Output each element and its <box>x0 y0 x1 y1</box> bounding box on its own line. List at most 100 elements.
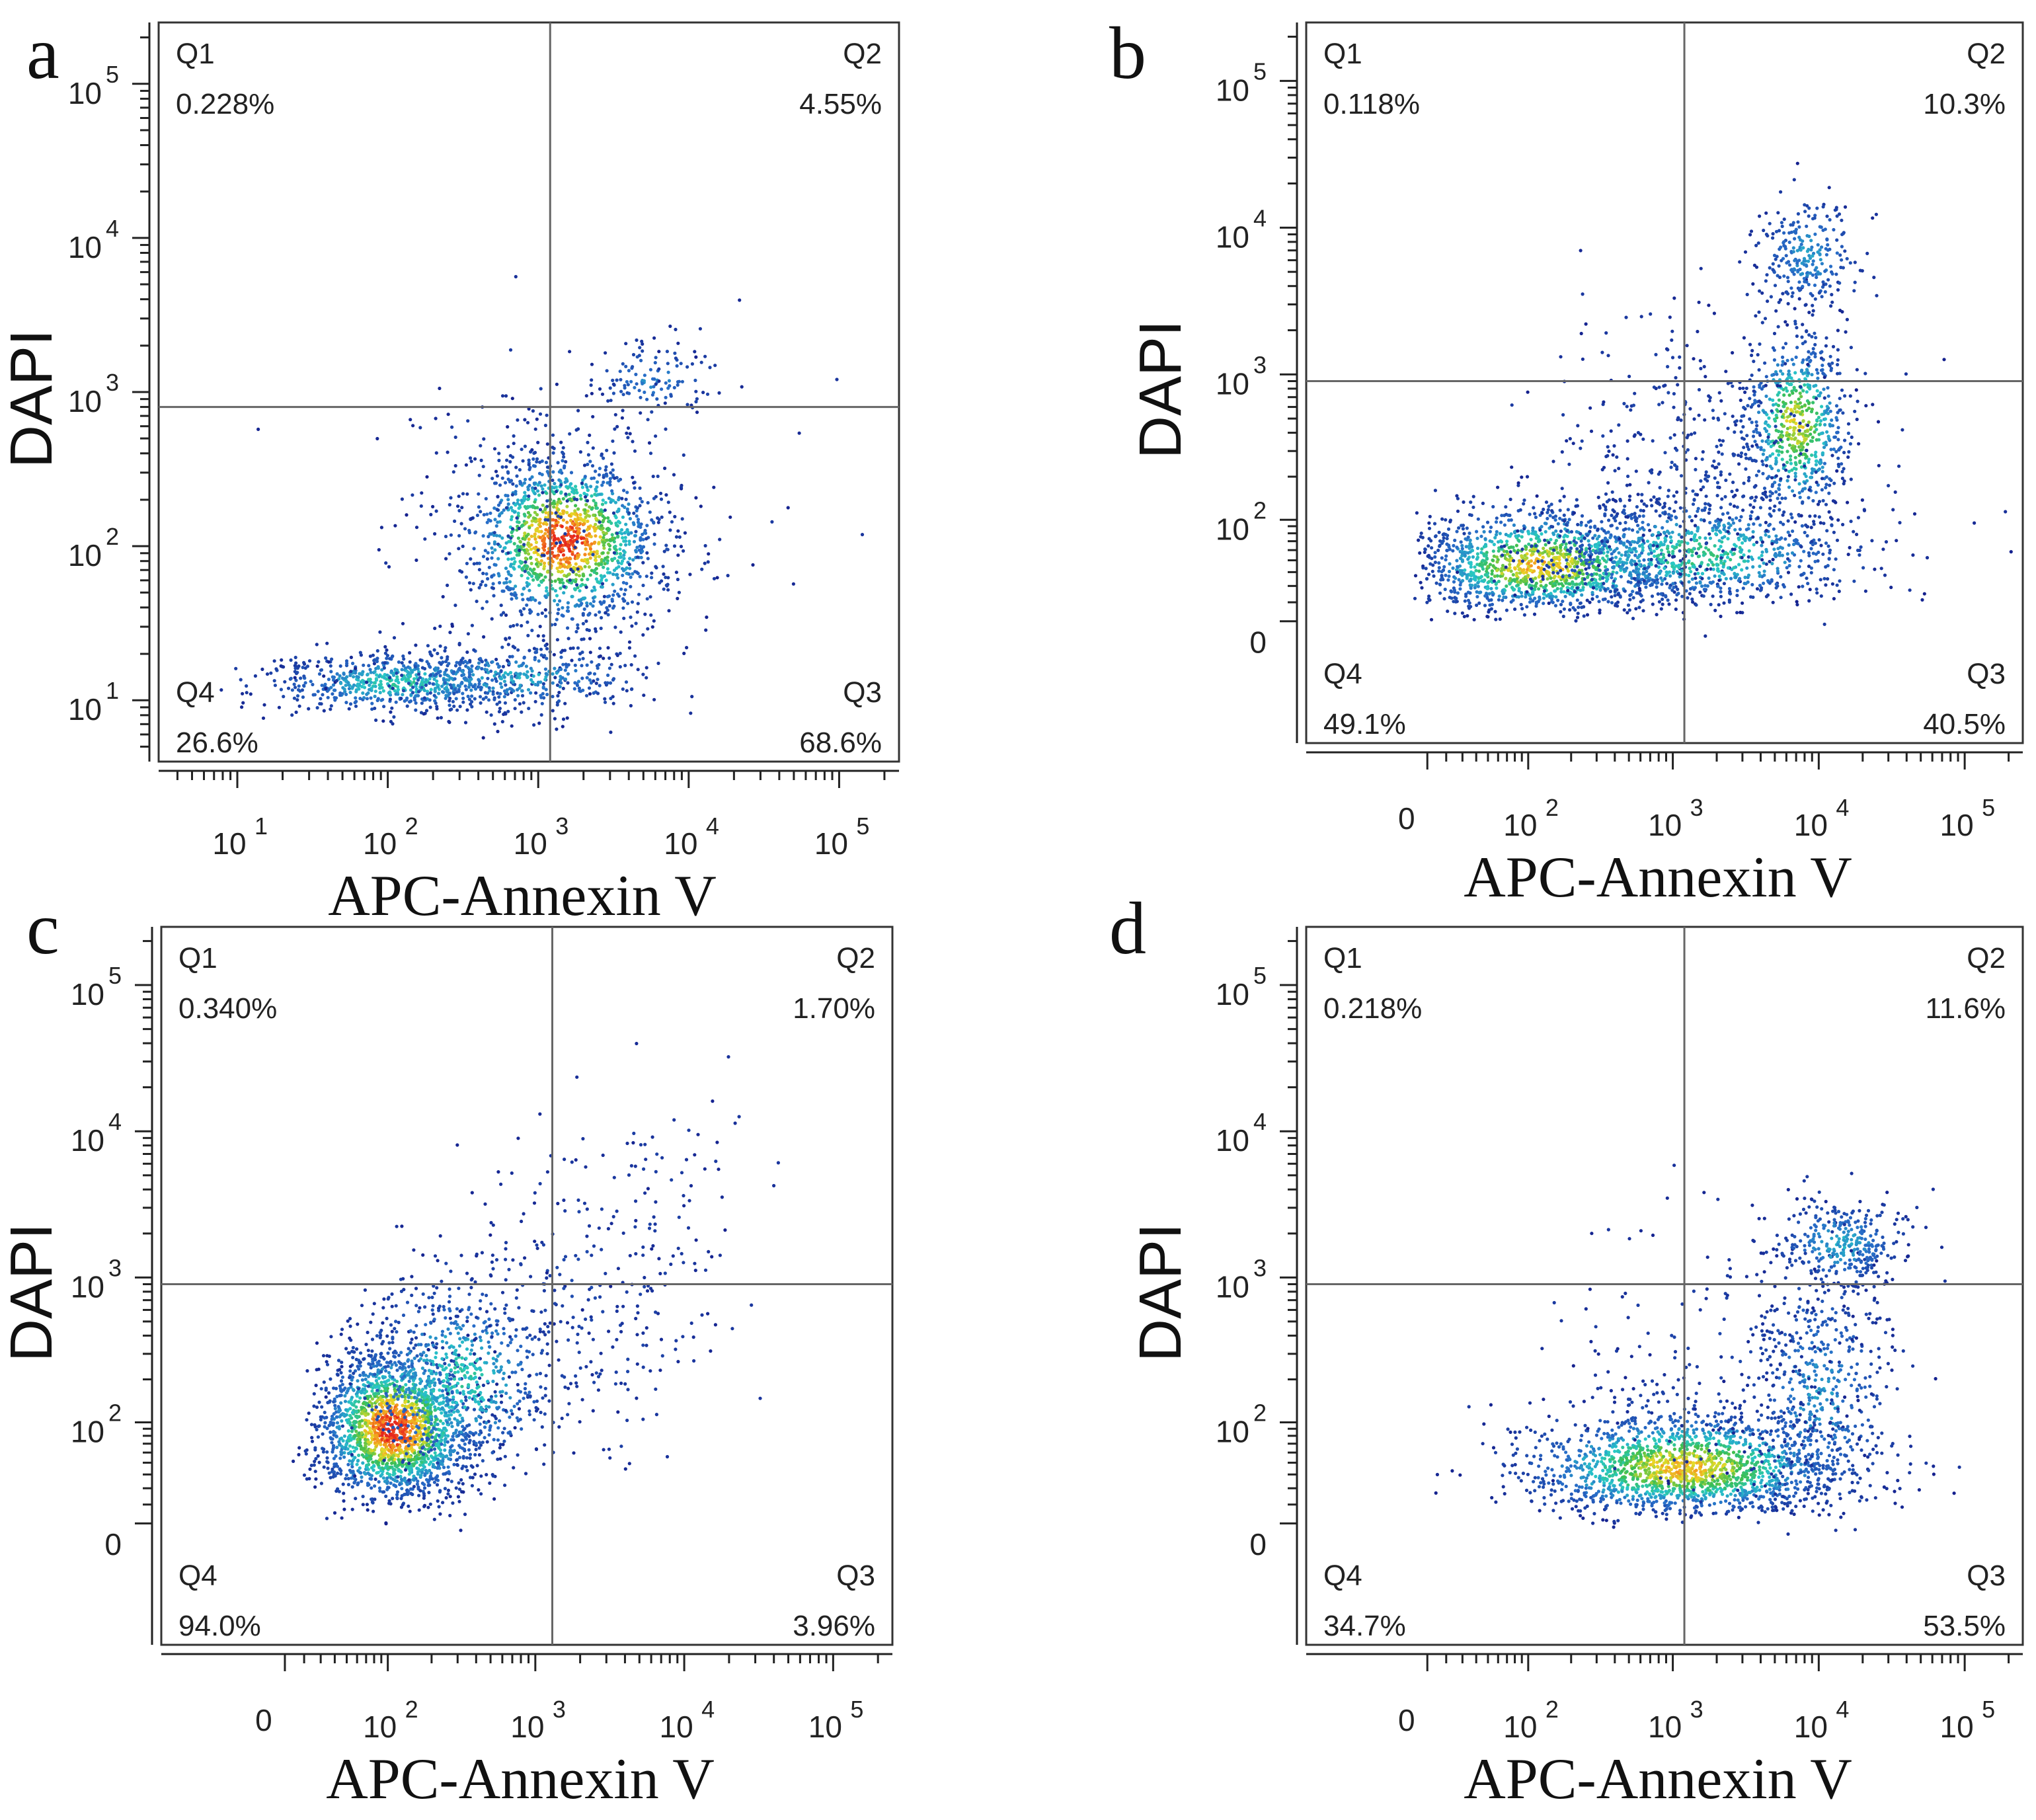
x-tick-label: 0 <box>1398 1703 1415 1737</box>
x-tick-label: 103 <box>1648 794 1703 842</box>
quadrant-label-q3: Q3 <box>1967 658 2006 690</box>
y-tick-label: 104 <box>71 1108 122 1158</box>
quadrant-label-q2: Q2 <box>843 38 882 70</box>
quadrant-label-q4: Q4 <box>176 676 215 709</box>
x-axis-title: APC-Annexin V <box>1464 846 1852 910</box>
x-tick-label: 0 <box>255 1703 272 1737</box>
x-tick-label: 102 <box>363 1696 418 1744</box>
x-tick-label: 105 <box>814 812 870 861</box>
x-tick-label: 0 <box>1398 801 1415 836</box>
event-cluster <box>292 1302 530 1526</box>
y-tick-label: 105 <box>1216 58 1267 107</box>
y-tick-label: 102 <box>1216 496 1267 546</box>
panel-d: d Q1 0.218% Q2 11.6% Q3 53.5% Q4 34.7% 0 102 103 104… <box>1109 888 2024 1811</box>
quadrant-percent-q3: 68.6% <box>799 727 882 759</box>
y-tick-label: 101 <box>68 677 119 727</box>
x-axis-title: APC-Annexin V <box>326 1747 715 1811</box>
quadrant-percent-q1: 0.340% <box>178 992 277 1025</box>
plot-frame <box>160 926 894 1646</box>
event-cluster <box>314 1224 620 1532</box>
svg-text:10: 10 <box>514 826 547 861</box>
quadrant-percent-q1: 0.228% <box>176 88 274 120</box>
quadrant-label-q4: Q4 <box>1323 658 1362 690</box>
y-tick-label: 104 <box>1216 204 1267 254</box>
x-tick-label: 102 <box>363 812 418 861</box>
y-tick-label: 0 <box>1249 1527 1267 1562</box>
y-tick-label: 103 <box>71 1254 122 1304</box>
panel-letter: a <box>26 13 59 95</box>
x-tick-label: 104 <box>659 1696 715 1744</box>
event-cluster <box>589 327 717 422</box>
y-axis-title: DAPI <box>1128 320 1194 459</box>
y-tick-label: 0 <box>1249 625 1267 659</box>
svg-text:10: 10 <box>68 230 102 264</box>
x-axis-title: APC-Annexin V <box>1464 1747 1852 1811</box>
y-tick-label: 102 <box>1216 1400 1267 1449</box>
events <box>1413 161 2013 638</box>
event-cluster <box>1722 1175 1915 1536</box>
x-axis: 0 102 103 104 105 <box>1306 751 2023 842</box>
panel-letter: b <box>1109 13 1146 95</box>
x-tick-label: 104 <box>1794 1696 1850 1744</box>
quadrant-percent-q3: 3.96% <box>793 1610 875 1642</box>
quadrant-label-q2: Q2 <box>836 942 875 974</box>
event-cluster <box>520 1041 780 1333</box>
panel-letter: d <box>1109 888 1146 970</box>
y-tick-label: 104 <box>1216 1108 1267 1158</box>
panel-a: a Q10.228%Q24.55%Q368.6%Q426.6%1011021031… <box>0 13 900 928</box>
svg-text:5: 5 <box>106 61 119 88</box>
x-tick-label: 104 <box>664 812 719 861</box>
quadrant-percent-q4: 34.7% <box>1323 1610 1406 1642</box>
event-cluster <box>256 274 865 724</box>
x-tick-label: 103 <box>510 1696 566 1744</box>
quadrant-percent-q4: 26.6% <box>176 727 258 759</box>
quadrant-percent-q2: 11.6% <box>1926 992 2006 1025</box>
x-tick-label: 10 3 <box>514 812 569 861</box>
quadrant-label-q1: Q1 <box>176 38 215 70</box>
svg-text:10: 10 <box>68 692 102 727</box>
events <box>219 274 865 740</box>
y-tick-label: 103 <box>1216 351 1267 401</box>
y-axis: 0 102 103 104 105 <box>1216 22 1298 743</box>
y-tick-label: 103 <box>68 369 119 418</box>
plot-frame <box>1305 926 2024 1646</box>
y-tick-label: 105 <box>68 61 119 110</box>
x-tick-label: 105 <box>1940 794 1996 842</box>
event-cluster <box>400 1075 762 1476</box>
svg-text:10: 10 <box>212 826 246 861</box>
y-axis: 0 102 103 104 105 <box>1216 927 1298 1645</box>
svg-text:10: 10 <box>68 384 102 418</box>
svg-text:3: 3 <box>555 812 568 840</box>
y-tick-label: 105 <box>71 962 122 1011</box>
y-axis-title: DAPI <box>0 1223 65 1362</box>
event-cluster <box>1510 249 1946 638</box>
quadrant-percent-q4: 49.1% <box>1323 708 1406 740</box>
svg-text:4: 4 <box>106 215 119 242</box>
x-tick-label: 105 <box>808 1696 864 1744</box>
y-tick-label: 103 <box>1216 1254 1267 1304</box>
x-axis: 0 102 103 104 105 <box>1306 1653 2023 1744</box>
y-tick-label: 104 <box>68 215 119 264</box>
y-axis: 0 102 103 104 105 <box>71 927 153 1645</box>
quadrant-label-q1: Q1 <box>178 942 217 974</box>
quadrant-percent-q1: 0.218% <box>1323 992 1422 1025</box>
x-axis: 0 102 103 104 105 <box>161 1653 892 1744</box>
svg-text:2: 2 <box>106 523 119 550</box>
quadrant-percent-q3: 40.5% <box>1923 708 2006 740</box>
quadrant-label-q4: Q4 <box>178 1560 217 1592</box>
quadrant-label-q2: Q2 <box>1967 38 2006 70</box>
plot-frame <box>1305 21 2024 744</box>
y-tick-label: 0 <box>104 1527 122 1562</box>
y-axis-title: DAPI <box>0 329 65 468</box>
x-tick-label: 104 <box>1794 794 1850 842</box>
svg-text:10: 10 <box>664 826 697 861</box>
svg-text:10: 10 <box>68 538 102 573</box>
svg-text:10: 10 <box>68 76 102 110</box>
x-axis-title: APC-Annexin V <box>328 864 717 928</box>
plot-frame <box>157 21 900 763</box>
quadrant-label-q3: Q3 <box>1967 1560 2006 1592</box>
svg-text:10: 10 <box>814 826 848 861</box>
quadrant-label-q3: Q3 <box>836 1560 875 1592</box>
